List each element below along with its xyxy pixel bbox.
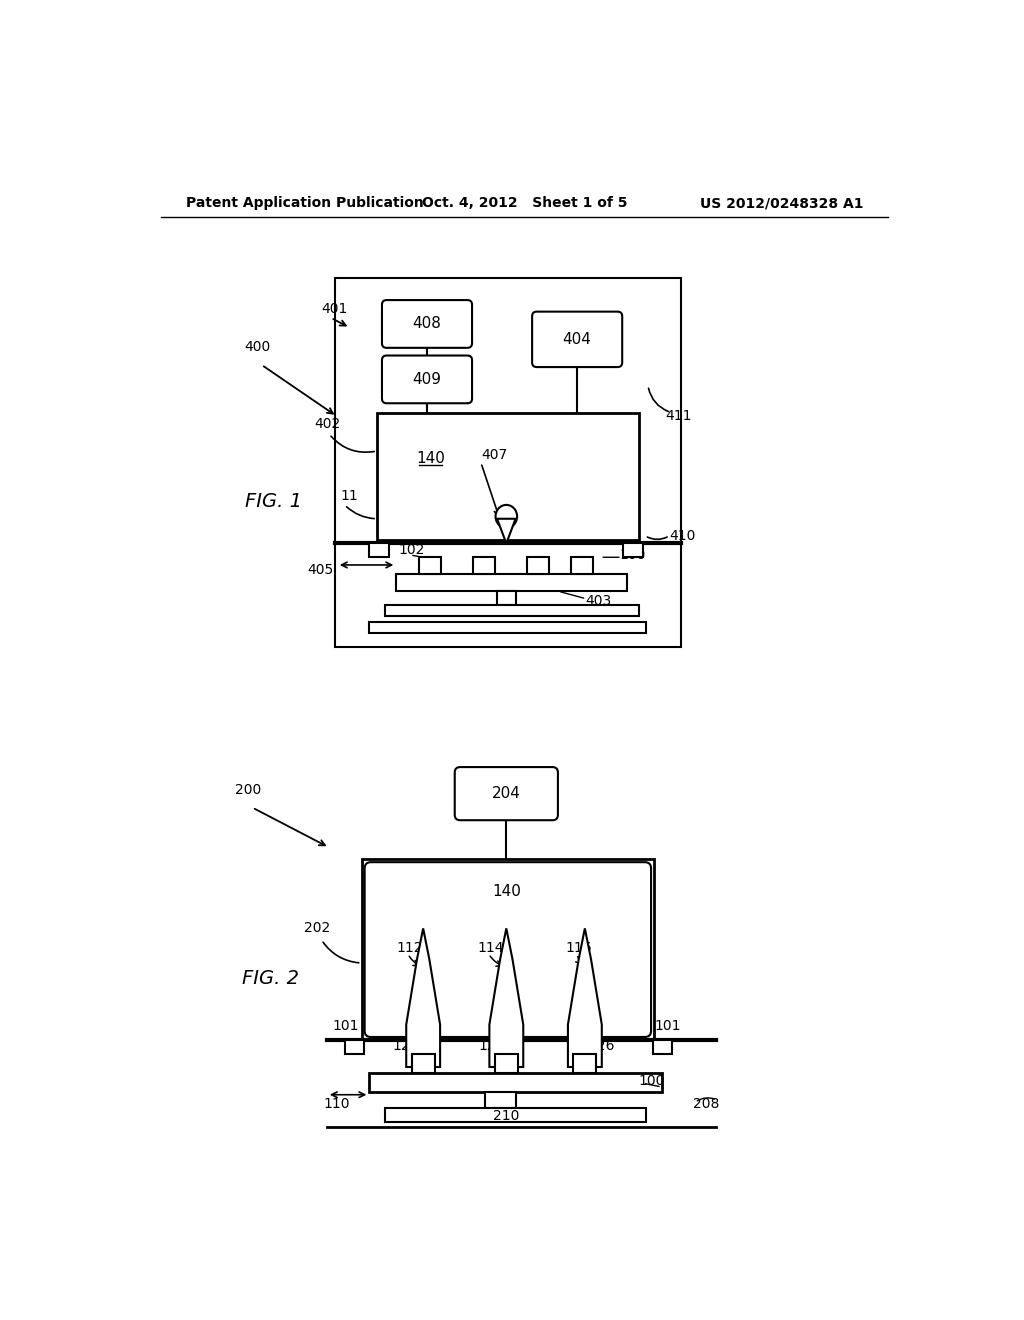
Bar [370,622,646,632]
Text: 126: 126 [589,1039,615,1053]
Text: US 2012/0248328 A1: US 2012/0248328 A1 [700,197,863,210]
Text: Patent Application Publication: Patent Application Publication [186,197,424,210]
Bar [495,1053,518,1073]
Text: 101: 101 [654,1019,681,1034]
Bar [377,412,639,540]
Bar [527,557,549,574]
Bar [497,591,515,605]
FancyBboxPatch shape [382,355,472,404]
Text: 210: 210 [494,1109,519,1122]
Polygon shape [497,519,515,544]
Text: FIG. 2: FIG. 2 [243,969,299,987]
Bar [370,1073,662,1093]
Polygon shape [489,928,523,1067]
Bar [335,277,681,647]
Text: 200: 200 [234,783,261,797]
Text: 204: 204 [492,787,521,801]
Text: 100: 100 [620,548,646,562]
Text: 116: 116 [565,941,592,954]
Text: 400: 400 [245,341,270,354]
Bar [345,1040,364,1053]
Text: 124: 124 [478,1039,505,1053]
Text: 110: 110 [324,1097,350,1111]
Bar [412,1053,435,1073]
Bar [385,605,639,615]
Bar [370,544,388,557]
Text: FIG. 1: FIG. 1 [245,491,301,511]
FancyBboxPatch shape [455,767,558,820]
Text: 404: 404 [563,331,592,347]
Text: Oct. 4, 2012   Sheet 1 of 5: Oct. 4, 2012 Sheet 1 of 5 [422,197,628,210]
Text: 102: 102 [398,543,425,557]
Text: 407: 407 [481,447,507,462]
Text: 101: 101 [333,1019,358,1034]
Text: 140: 140 [492,884,521,899]
Text: 112: 112 [396,941,423,954]
Text: 401: 401 [322,301,348,315]
Bar [652,1040,672,1053]
Bar [396,574,628,591]
Text: 410: 410 [670,529,696,543]
FancyBboxPatch shape [365,862,651,1038]
Bar [419,557,441,574]
Bar [624,544,643,557]
Polygon shape [407,928,440,1067]
FancyBboxPatch shape [382,300,472,348]
Polygon shape [568,928,602,1067]
Ellipse shape [496,506,517,528]
Text: 409: 409 [413,372,441,387]
Text: 122: 122 [393,1039,419,1053]
Bar [571,557,593,574]
Text: 100: 100 [639,1074,666,1088]
Bar [473,557,495,574]
Bar [385,1107,646,1122]
Text: 202: 202 [304,921,330,936]
Text: 11: 11 [340,488,357,503]
Text: 208: 208 [692,1097,719,1111]
Bar [573,1053,596,1073]
FancyBboxPatch shape [532,312,623,367]
Text: 403: 403 [585,594,611,609]
Text: 114: 114 [477,941,504,954]
Bar [361,859,654,1040]
Text: 408: 408 [413,317,441,331]
Bar [484,1093,515,1107]
Text: 140: 140 [417,451,445,466]
Text: 411: 411 [666,409,692,424]
Text: 402: 402 [313,417,340,432]
Text: 405: 405 [307,564,334,577]
